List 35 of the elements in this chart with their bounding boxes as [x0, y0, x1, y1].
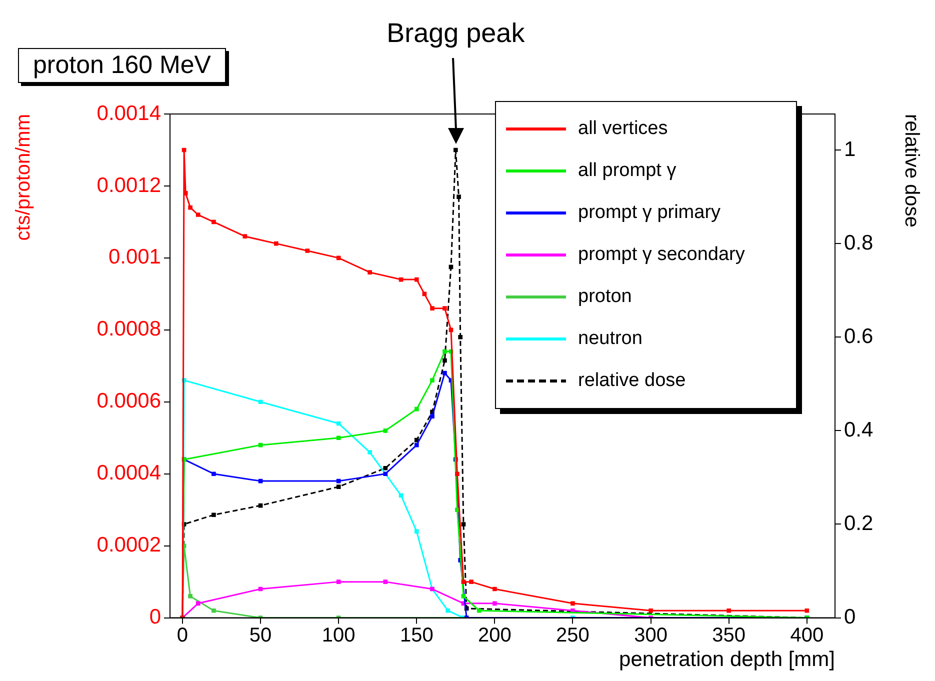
x-tick-label: 350 [712, 624, 746, 646]
x-tick-label: 300 [634, 624, 668, 646]
x-tick-label: 50 [249, 624, 272, 646]
y-tick-label: 0.0006 [96, 390, 161, 413]
y2-tick-label: 0.4 [844, 418, 874, 442]
legend-label: all vertices [578, 118, 668, 140]
y2-tick-label: 0.8 [844, 231, 874, 254]
x-tick-label: 150 [400, 624, 434, 646]
y-tick-label: 0.0014 [96, 102, 162, 125]
y-axis-title: cts/proton/mm [12, 114, 35, 241]
y-tick-label: 0.0008 [96, 318, 161, 341]
y2-tick-label: 0 [844, 606, 856, 629]
x-tick-label: 400 [790, 624, 824, 646]
legend-label: neutron [578, 328, 642, 350]
x-tick-label: 250 [556, 624, 590, 646]
legend-label: proton [578, 286, 632, 308]
annotation: Bragg peak [386, 18, 526, 49]
y-tick-label: 0.001 [108, 246, 161, 269]
y2-tick-label: 1 [844, 138, 856, 161]
y-tick-label: 0.0012 [96, 174, 161, 197]
y-tick-label: 0 [149, 606, 161, 629]
y2-tick-label: 0.2 [844, 512, 874, 536]
legend-label: relative dose [578, 370, 686, 392]
legend-label: prompt γ secondary [578, 244, 745, 266]
x-tick-label: 0 [176, 624, 188, 646]
x-tick-label: 100 [322, 624, 356, 646]
legend-label: all prompt γ [578, 160, 676, 182]
y2-axis-title: relative dose [900, 114, 922, 228]
legend-label: prompt γ primary [578, 202, 721, 224]
chart-title: proton 160 MeV [18, 48, 226, 83]
y2-tick-label: 0.6 [844, 324, 874, 348]
x-tick-label: 200 [478, 624, 512, 646]
y-tick-label: 0.0002 [96, 534, 161, 557]
x-axis-title: penetration depth [mm] [619, 648, 835, 672]
y-tick-label: 0.0004 [96, 462, 162, 485]
